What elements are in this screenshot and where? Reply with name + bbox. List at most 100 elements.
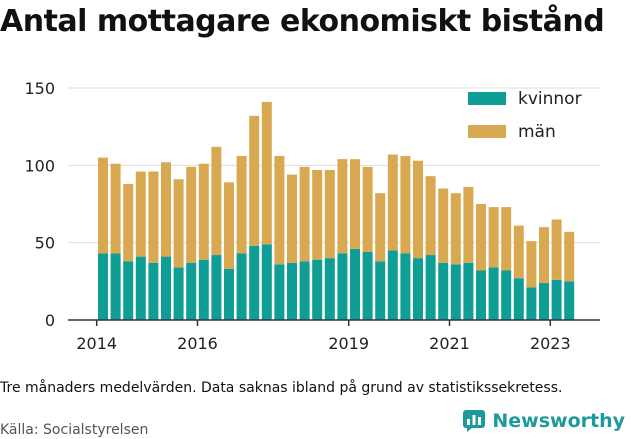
bar-kvinnor	[375, 261, 386, 320]
y-tick-label: 100	[24, 156, 55, 175]
y-tick-label: 150	[24, 79, 55, 98]
bar-kvinnor	[211, 255, 222, 320]
bar-man	[450, 193, 461, 265]
x-tick-label: 2019	[328, 334, 369, 353]
bar-man	[400, 156, 411, 254]
bar-kvinnor	[312, 259, 323, 320]
bar-kvinnor	[148, 262, 159, 320]
bar-kvinnor	[186, 262, 197, 320]
chart-caption: Tre månaders medelvärden. Data saknas ib…	[0, 380, 563, 396]
x-tick-label: 2016	[177, 334, 218, 353]
bar-man	[148, 171, 159, 263]
bar-kvinnor	[261, 244, 272, 320]
bar-man	[564, 231, 575, 282]
bar-man	[274, 156, 285, 265]
bar-kvinnor	[350, 248, 360, 320]
bar-kvinnor	[501, 270, 512, 320]
bar-kvinnor	[173, 267, 184, 320]
bar-kvinnor	[98, 253, 108, 320]
bar-man	[501, 207, 512, 271]
bar-kvinnor	[224, 268, 234, 320]
bar-man	[337, 159, 348, 254]
bar-kvinnor	[438, 262, 449, 320]
bar-man	[526, 241, 537, 288]
bar-kvinnor	[123, 261, 134, 320]
bar-man	[211, 146, 222, 256]
bar-kvinnor	[362, 251, 373, 320]
bar-man	[513, 225, 524, 279]
bar-kvinnor	[488, 267, 499, 320]
bar-man	[110, 163, 121, 254]
legend-label-man: män	[518, 121, 556, 142]
bar-kvinnor	[413, 258, 423, 320]
legend-swatch-man	[468, 125, 506, 138]
brand-name: Newsworthy	[492, 410, 625, 432]
x-tick-label: 2023	[530, 334, 571, 353]
legend-swatch-kvinnor	[468, 92, 506, 105]
bar-kvinnor	[249, 245, 260, 320]
bar-kvinnor	[564, 281, 575, 320]
bar-kvinnor	[287, 262, 297, 320]
bar-man	[476, 204, 486, 271]
legend-item-kvinnor: kvinnor	[468, 82, 582, 115]
bar-kvinnor	[198, 259, 209, 320]
chart-title: Antal mottagare ekonomiskt bistånd	[0, 4, 605, 39]
legend: kvinnor män	[468, 82, 582, 148]
bar-man	[236, 156, 247, 254]
y-tick-label: 0	[45, 311, 55, 330]
bar-man	[261, 101, 272, 245]
bar-man	[186, 166, 197, 263]
bar-man	[362, 166, 373, 252]
x-tick-label: 2021	[429, 334, 470, 353]
bar-kvinnor	[476, 270, 486, 320]
x-tick-label: 2014	[76, 334, 117, 353]
bar-man	[387, 154, 398, 251]
bar-kvinnor	[526, 287, 537, 320]
bar-man	[312, 169, 323, 260]
bar-kvinnor	[450, 264, 461, 320]
bar-man	[299, 166, 310, 262]
bar-kvinnor	[299, 261, 310, 320]
bar-man	[413, 160, 423, 259]
legend-label-kvinnor: kvinnor	[518, 88, 582, 109]
bar-kvinnor	[400, 253, 411, 320]
bar-man	[324, 169, 335, 259]
bars	[98, 101, 575, 320]
bar-kvinnor	[539, 282, 549, 320]
bar-man	[350, 159, 360, 249]
bar-man	[198, 163, 209, 260]
bar-man	[287, 174, 297, 263]
bar-man	[375, 193, 386, 262]
source-note: Källa: Socialstyrelsen	[0, 422, 149, 438]
stacked-bar-chart: 0 50 100 150 2014 2016 2019 2021 2023	[24, 79, 600, 353]
bar-kvinnor	[161, 256, 171, 320]
bar-man	[224, 182, 234, 269]
bar-kvinnor	[463, 262, 474, 320]
bar-kvinnor	[135, 256, 146, 320]
bar-man	[539, 227, 549, 283]
bar-kvinnor	[324, 258, 335, 320]
bar-man	[123, 183, 134, 262]
bar-kvinnor	[110, 253, 121, 320]
axes: 0 50 100 150 2014 2016 2019 2021 2023	[24, 79, 600, 353]
bar-kvinnor	[337, 253, 348, 320]
y-tick-label: 50	[35, 234, 55, 253]
bar-man	[425, 176, 436, 256]
bar-kvinnor	[551, 279, 562, 320]
bar-man	[463, 186, 474, 263]
bar-kvinnor	[236, 253, 247, 320]
bar-man	[438, 188, 449, 263]
bar-kvinnor	[425, 255, 436, 320]
brand-logo[interactable]: Newsworthy	[462, 409, 625, 433]
bar-man	[488, 207, 499, 268]
bar-kvinnor	[274, 264, 285, 320]
bar-man	[98, 157, 108, 254]
bar-man	[173, 179, 184, 268]
chat-bar-chart-icon	[463, 410, 486, 432]
bar-man	[249, 115, 260, 246]
bar-man	[551, 219, 562, 280]
bar-man	[161, 162, 171, 257]
bar-kvinnor	[387, 250, 398, 320]
bar-kvinnor	[513, 278, 524, 320]
legend-item-man: män	[468, 115, 582, 148]
